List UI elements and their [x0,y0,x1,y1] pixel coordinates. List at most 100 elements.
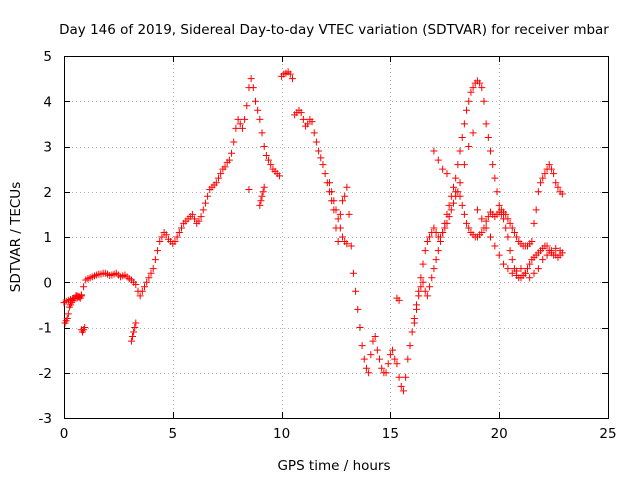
data-point [260,143,268,150]
data-point [373,346,381,354]
data-point [201,199,209,207]
data-point [478,228,486,236]
data-point [262,152,270,160]
data-point [143,278,151,286]
data-point [275,172,283,180]
data-point [460,210,468,218]
data-point [178,224,186,232]
data-point [267,161,275,169]
x-tick-label: 20 [491,426,508,442]
data-point [504,233,512,241]
data-point [391,355,399,363]
data-point [225,156,233,164]
data-point [195,217,203,225]
data-point [304,120,312,128]
data-point [439,228,447,236]
data-point [408,328,416,336]
chart-title: Day 146 of 2019, Sidereal Day-to-day VTE… [59,22,609,38]
data-point [343,183,351,191]
data-point [406,342,414,350]
data-point [232,124,240,132]
data-point [430,265,438,273]
data-point [347,242,355,250]
data-point [482,217,490,225]
data-point [247,75,255,83]
data-point [432,256,440,264]
y-tick-label: 4 [43,94,52,110]
series-late-trace [278,68,566,395]
data-point [188,210,196,218]
data-point [486,233,494,241]
data-point [467,88,475,96]
data-point [478,215,486,223]
data-point [80,283,88,291]
y-tick-label: -3 [39,411,52,427]
series-secondary-tracks [77,161,566,345]
data-point [404,355,412,363]
data-point [417,274,425,282]
grid [64,56,608,418]
data-point [419,260,427,268]
data-point [384,360,392,368]
data-point [456,147,464,155]
data-point [510,228,518,236]
data-point [258,192,266,200]
data-point [452,188,460,196]
data-point [552,244,560,252]
data-point [356,324,364,331]
x-axis-label: GPS time / hours [277,458,390,474]
data-point [545,161,553,169]
data-point [345,210,353,218]
data-point [482,224,490,232]
data-point [171,238,179,246]
data-point [541,170,549,178]
series-isolated-points [61,129,564,327]
data-point [349,269,357,277]
data-point [197,213,205,221]
data-point [450,199,458,207]
data-point [539,174,547,182]
data-point [556,247,564,255]
data-point [212,179,220,187]
data-point [162,231,170,239]
data-point [358,342,366,350]
data-point [543,251,551,259]
data-point [528,238,536,246]
data-point [236,120,244,128]
data-point [478,84,486,92]
y-tick-label: -1 [39,321,52,337]
data-point [204,192,212,200]
x-tick-label: 5 [169,426,178,442]
data-point [352,287,360,295]
data-point [199,206,207,214]
data-point [217,170,225,178]
data-point [473,206,481,214]
data-point [254,106,262,114]
data-point [439,165,447,173]
data-point [419,278,427,286]
data-point [463,106,471,114]
data-point [502,210,510,218]
data-point [445,213,453,221]
data-point [362,364,370,372]
data-point [432,228,440,236]
data-point [443,170,451,178]
data-point [504,265,512,273]
data-point [463,219,471,227]
data-point [465,224,473,232]
data-point [131,324,139,331]
y-tick-label: 0 [43,275,52,291]
y-axis-label: SDTVAR / TECUs [8,182,24,292]
data-point [243,102,251,110]
data-point [378,364,386,372]
data-point [530,219,538,227]
data-point [151,256,159,264]
data-point [317,154,325,162]
data-point [354,305,362,313]
data-point [288,75,296,83]
data-point [430,147,438,155]
data-point [382,369,390,377]
data-point [286,70,294,78]
x-tick-label: 25 [599,426,616,442]
data-point [532,206,540,214]
